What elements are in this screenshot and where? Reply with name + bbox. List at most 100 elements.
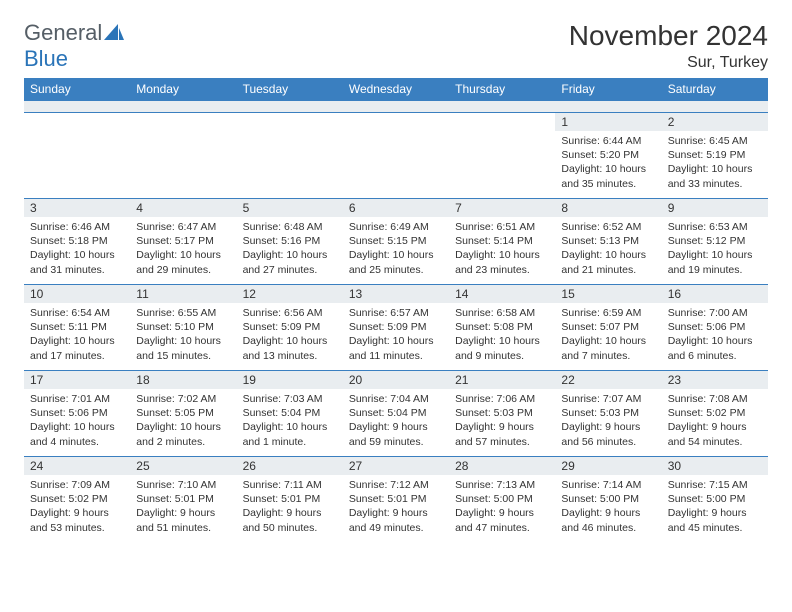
day-number: 6 [343, 199, 449, 217]
day-cell: 14Sunrise: 6:58 AMSunset: 5:08 PMDayligh… [449, 285, 555, 371]
day-info: Sunrise: 6:53 AMSunset: 5:12 PMDaylight:… [662, 217, 768, 281]
day-number: 1 [555, 113, 661, 131]
day-number: 4 [130, 199, 236, 217]
day-number: 18 [130, 371, 236, 389]
day-info: Sunrise: 6:46 AMSunset: 5:18 PMDaylight:… [24, 217, 130, 281]
day-cell: 6Sunrise: 6:49 AMSunset: 5:15 PMDaylight… [343, 199, 449, 285]
day-header: Monday [130, 78, 236, 101]
day-number: 7 [449, 199, 555, 217]
day-info: Sunrise: 7:12 AMSunset: 5:01 PMDaylight:… [343, 475, 449, 539]
day-cell: 2Sunrise: 6:45 AMSunset: 5:19 PMDaylight… [662, 113, 768, 199]
logo: General Blue [24, 20, 124, 72]
day-number: 14 [449, 285, 555, 303]
week-row: 17Sunrise: 7:01 AMSunset: 5:06 PMDayligh… [24, 371, 768, 457]
calendar-table: Sunday Monday Tuesday Wednesday Thursday… [24, 78, 768, 543]
day-cell: 25Sunrise: 7:10 AMSunset: 5:01 PMDayligh… [130, 457, 236, 543]
day-number: 20 [343, 371, 449, 389]
day-info: Sunrise: 7:06 AMSunset: 5:03 PMDaylight:… [449, 389, 555, 453]
day-cell: 23Sunrise: 7:08 AMSunset: 5:02 PMDayligh… [662, 371, 768, 457]
day-number: 5 [237, 199, 343, 217]
day-info: Sunrise: 6:48 AMSunset: 5:16 PMDaylight:… [237, 217, 343, 281]
day-cell: 22Sunrise: 7:07 AMSunset: 5:03 PMDayligh… [555, 371, 661, 457]
day-header: Sunday [24, 78, 130, 101]
header: General Blue November 2024 Sur, Turkey [24, 20, 768, 72]
day-cell: 17Sunrise: 7:01 AMSunset: 5:06 PMDayligh… [24, 371, 130, 457]
week-row: 24Sunrise: 7:09 AMSunset: 5:02 PMDayligh… [24, 457, 768, 543]
week-row: 3Sunrise: 6:46 AMSunset: 5:18 PMDaylight… [24, 199, 768, 285]
day-cell: 18Sunrise: 7:02 AMSunset: 5:05 PMDayligh… [130, 371, 236, 457]
day-info: Sunrise: 7:11 AMSunset: 5:01 PMDaylight:… [237, 475, 343, 539]
day-number: 24 [24, 457, 130, 475]
day-header: Friday [555, 78, 661, 101]
day-number: 3 [24, 199, 130, 217]
day-info: Sunrise: 7:01 AMSunset: 5:06 PMDaylight:… [24, 389, 130, 453]
day-info: Sunrise: 6:52 AMSunset: 5:13 PMDaylight:… [555, 217, 661, 281]
day-cell: 8Sunrise: 6:52 AMSunset: 5:13 PMDaylight… [555, 199, 661, 285]
day-number: 10 [24, 285, 130, 303]
day-number: 11 [130, 285, 236, 303]
day-number: 2 [662, 113, 768, 131]
day-info: Sunrise: 7:03 AMSunset: 5:04 PMDaylight:… [237, 389, 343, 453]
day-number: 23 [662, 371, 768, 389]
day-info: Sunrise: 7:13 AMSunset: 5:00 PMDaylight:… [449, 475, 555, 539]
day-cell: 30Sunrise: 7:15 AMSunset: 5:00 PMDayligh… [662, 457, 768, 543]
day-number: 17 [24, 371, 130, 389]
day-number: 13 [343, 285, 449, 303]
day-info: Sunrise: 6:58 AMSunset: 5:08 PMDaylight:… [449, 303, 555, 367]
day-info: Sunrise: 7:04 AMSunset: 5:04 PMDaylight:… [343, 389, 449, 453]
day-cell: 26Sunrise: 7:11 AMSunset: 5:01 PMDayligh… [237, 457, 343, 543]
day-number: 22 [555, 371, 661, 389]
day-cell [449, 113, 555, 199]
day-number: 21 [449, 371, 555, 389]
day-cell: 15Sunrise: 6:59 AMSunset: 5:07 PMDayligh… [555, 285, 661, 371]
day-number: 8 [555, 199, 661, 217]
spacer-row [24, 101, 768, 113]
day-info: Sunrise: 6:51 AMSunset: 5:14 PMDaylight:… [449, 217, 555, 281]
week-row: 10Sunrise: 6:54 AMSunset: 5:11 PMDayligh… [24, 285, 768, 371]
day-number: 30 [662, 457, 768, 475]
week-row: 1Sunrise: 6:44 AMSunset: 5:20 PMDaylight… [24, 113, 768, 199]
day-cell: 1Sunrise: 6:44 AMSunset: 5:20 PMDaylight… [555, 113, 661, 199]
day-cell: 12Sunrise: 6:56 AMSunset: 5:09 PMDayligh… [237, 285, 343, 371]
page-subtitle: Sur, Turkey [569, 54, 768, 72]
day-cell [343, 113, 449, 199]
day-info: Sunrise: 6:57 AMSunset: 5:09 PMDaylight:… [343, 303, 449, 367]
logo-sail-icon [104, 24, 124, 45]
day-info: Sunrise: 7:09 AMSunset: 5:02 PMDaylight:… [24, 475, 130, 539]
day-header-row: Sunday Monday Tuesday Wednesday Thursday… [24, 78, 768, 101]
day-cell: 3Sunrise: 6:46 AMSunset: 5:18 PMDaylight… [24, 199, 130, 285]
day-info: Sunrise: 7:15 AMSunset: 5:00 PMDaylight:… [662, 475, 768, 539]
day-info: Sunrise: 7:10 AMSunset: 5:01 PMDaylight:… [130, 475, 236, 539]
day-number: 15 [555, 285, 661, 303]
day-info: Sunrise: 7:14 AMSunset: 5:00 PMDaylight:… [555, 475, 661, 539]
day-info: Sunrise: 7:08 AMSunset: 5:02 PMDaylight:… [662, 389, 768, 453]
day-header: Saturday [662, 78, 768, 101]
day-info: Sunrise: 7:02 AMSunset: 5:05 PMDaylight:… [130, 389, 236, 453]
day-cell: 4Sunrise: 6:47 AMSunset: 5:17 PMDaylight… [130, 199, 236, 285]
day-info: Sunrise: 7:00 AMSunset: 5:06 PMDaylight:… [662, 303, 768, 367]
day-cell: 20Sunrise: 7:04 AMSunset: 5:04 PMDayligh… [343, 371, 449, 457]
day-cell [130, 113, 236, 199]
day-info: Sunrise: 6:49 AMSunset: 5:15 PMDaylight:… [343, 217, 449, 281]
day-cell: 5Sunrise: 6:48 AMSunset: 5:16 PMDaylight… [237, 199, 343, 285]
day-header: Thursday [449, 78, 555, 101]
day-info: Sunrise: 6:54 AMSunset: 5:11 PMDaylight:… [24, 303, 130, 367]
day-cell: 7Sunrise: 6:51 AMSunset: 5:14 PMDaylight… [449, 199, 555, 285]
day-number: 12 [237, 285, 343, 303]
day-number: 25 [130, 457, 236, 475]
logo-text-blue: Blue [24, 46, 68, 71]
day-header: Wednesday [343, 78, 449, 101]
day-cell: 21Sunrise: 7:06 AMSunset: 5:03 PMDayligh… [449, 371, 555, 457]
day-info: Sunrise: 6:47 AMSunset: 5:17 PMDaylight:… [130, 217, 236, 281]
day-number: 28 [449, 457, 555, 475]
day-cell: 11Sunrise: 6:55 AMSunset: 5:10 PMDayligh… [130, 285, 236, 371]
day-number: 19 [237, 371, 343, 389]
day-number: 9 [662, 199, 768, 217]
day-cell: 16Sunrise: 7:00 AMSunset: 5:06 PMDayligh… [662, 285, 768, 371]
day-info: Sunrise: 6:56 AMSunset: 5:09 PMDaylight:… [237, 303, 343, 367]
day-cell: 24Sunrise: 7:09 AMSunset: 5:02 PMDayligh… [24, 457, 130, 543]
day-header: Tuesday [237, 78, 343, 101]
day-number: 16 [662, 285, 768, 303]
day-cell: 10Sunrise: 6:54 AMSunset: 5:11 PMDayligh… [24, 285, 130, 371]
day-cell: 29Sunrise: 7:14 AMSunset: 5:00 PMDayligh… [555, 457, 661, 543]
